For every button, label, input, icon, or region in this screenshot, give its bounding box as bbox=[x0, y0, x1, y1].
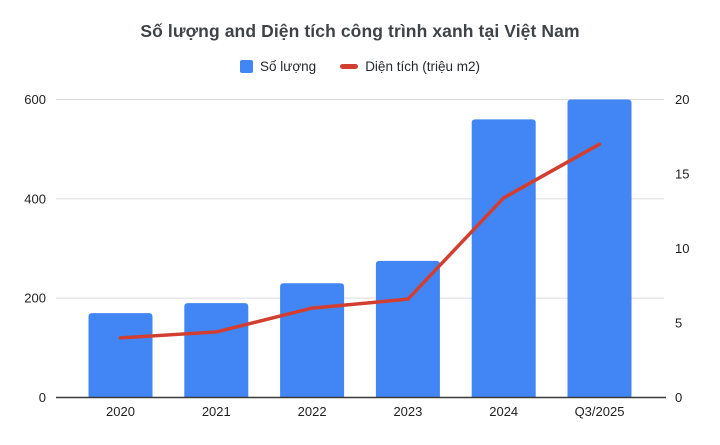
right-axis-tick-label: 10 bbox=[675, 241, 689, 256]
legend-item-so-luong[interactable]: Số lượng bbox=[240, 59, 316, 74]
x-axis-label-2021: 2021 bbox=[202, 404, 231, 419]
left-axis-tick-label: 400 bbox=[24, 191, 46, 206]
x-axis-label-2023: 2023 bbox=[393, 404, 422, 419]
bar-2024[interactable] bbox=[471, 119, 536, 398]
legend-item-dien-tich[interactable]: Diện tích (triệu m2) bbox=[340, 59, 480, 74]
bar-2021[interactable] bbox=[184, 303, 249, 398]
bar-2020[interactable] bbox=[88, 313, 153, 398]
line-series[interactable] bbox=[118, 142, 602, 340]
left-axis-tick-label: 600 bbox=[24, 92, 46, 107]
bar-Q3/2025[interactable] bbox=[567, 99, 632, 398]
x-axis-label-Q3/2025: Q3/2025 bbox=[575, 404, 625, 419]
bar-2023[interactable] bbox=[375, 260, 440, 398]
x-axis-label-2024: 2024 bbox=[489, 404, 518, 419]
x-axis-label-2020: 2020 bbox=[106, 404, 135, 419]
right-axis-tick-label: 0 bbox=[675, 390, 682, 405]
left-axis-tick-label: 200 bbox=[24, 291, 46, 306]
legend-label-dien-tich: Diện tích (triệu m2) bbox=[365, 58, 480, 74]
left-axis-tick-label: 0 bbox=[39, 390, 46, 405]
legend: Số lượng Diện tích (triệu m2) bbox=[0, 58, 720, 74]
right-axis-tick-label: 5 bbox=[675, 316, 682, 331]
chart-title: Số lượng and Diện tích công trình xanh t… bbox=[140, 21, 580, 41]
x-axis-label-2022: 2022 bbox=[298, 404, 327, 419]
bar-series-swatch-icon bbox=[240, 59, 254, 73]
legend-label-so-luong: Số lượng bbox=[260, 58, 317, 74]
right-axis-tick-label: 15 bbox=[675, 167, 689, 182]
bar-2022[interactable] bbox=[280, 283, 345, 398]
line-series-swatch-icon bbox=[340, 63, 359, 69]
right-axis-tick-label: 20 bbox=[675, 92, 689, 107]
